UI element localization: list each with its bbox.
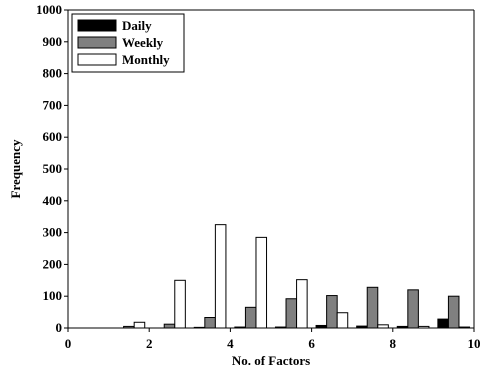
bar-monthly-2 (174, 279, 186, 329)
bar-monthly-1 (133, 321, 146, 329)
bar-daily-9 (437, 318, 449, 329)
bar-weekly-3 (204, 317, 216, 329)
legend-swatch-daily (77, 19, 117, 32)
legend-label-daily: Daily (122, 18, 152, 33)
y-tick-label: 0 (56, 320, 63, 335)
y-tick-label: 400 (43, 193, 63, 208)
axes-group (67, 9, 475, 329)
x-tick-label: 4 (227, 336, 234, 351)
x-axis-title: No. of Factors (232, 353, 310, 368)
x-tick-label: 0 (65, 336, 72, 351)
legend-swatch-weekly (77, 36, 117, 49)
legend-label-monthly: Monthly (122, 52, 170, 67)
y-tick-label: 300 (43, 225, 63, 240)
x-tick-label: 8 (390, 336, 397, 351)
x-tick-label: 2 (146, 336, 153, 351)
bar-weekly-7 (366, 286, 379, 329)
bars-group (123, 224, 471, 329)
bar-weekly-5 (285, 298, 298, 329)
legend-swatch-monthly (77, 53, 117, 66)
bar-monthly-4 (255, 236, 268, 329)
y-ticks-group: 0 100 200 300 400 500 600 700 800 900 1000 (36, 2, 68, 335)
y-tick-label: 800 (43, 66, 63, 81)
bar-monthly-3 (214, 224, 227, 329)
bar-weekly-6 (326, 295, 338, 329)
bar-weekly-9 (447, 295, 460, 329)
bar-monthly-5 (296, 279, 308, 329)
y-tick-label: 600 (43, 129, 63, 144)
x-ticks-group: 0 2 4 6 8 10 (65, 328, 481, 351)
y-tick-label: 500 (43, 161, 63, 176)
bar-monthly-6 (336, 312, 349, 329)
y-tick-label: 1000 (36, 2, 62, 17)
y-tick-label: 100 (43, 288, 63, 303)
legend-label-weekly: Weekly (122, 35, 164, 50)
y-tick-label: 200 (43, 256, 63, 271)
legend: Daily Weekly Monthly (71, 13, 185, 73)
y-tick-label: 900 (43, 34, 63, 49)
y-tick-label: 700 (43, 97, 63, 112)
x-tick-label: 6 (308, 336, 315, 351)
x-tick-label: 10 (468, 336, 481, 351)
y-axis-title: Frequency (8, 139, 23, 198)
bar-weekly-4 (244, 306, 257, 329)
bar-weekly-8 (407, 289, 419, 329)
bar-weekly-2 (163, 323, 176, 329)
